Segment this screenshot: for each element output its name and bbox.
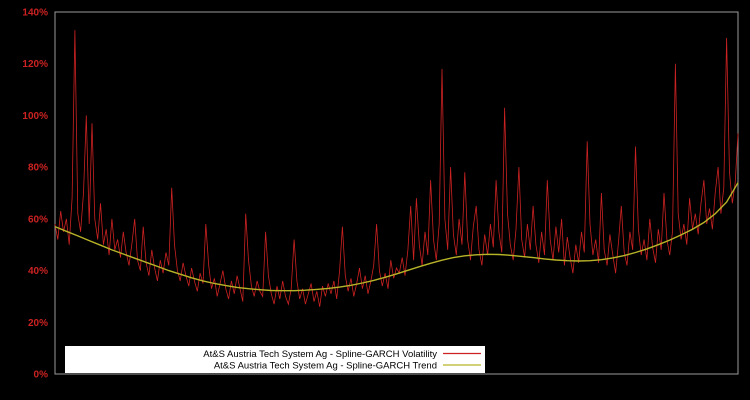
plot-frame — [54, 11, 739, 375]
trend-series-line — [54, 182, 739, 292]
legend: At&S Austria Tech System Ag - Spline-GAR… — [65, 346, 485, 373]
y-axis-tick-label: 80% — [28, 163, 48, 174]
y-axis: 0% 20% 40% 60% 80% 100% 120% 140% — [22, 8, 48, 381]
volatility-series-line — [54, 30, 739, 307]
y-axis-tick-label: 20% — [28, 318, 48, 329]
y-axis-tick-label: 60% — [28, 214, 48, 225]
legend-label-trend: At&S Austria Tech System Ag - Spline-GAR… — [214, 361, 437, 372]
y-axis-tick-label: 140% — [22, 8, 48, 19]
y-axis-tick-label: 0% — [34, 370, 49, 381]
legend-label-volatility: At&S Austria Tech System Ag - Spline-GAR… — [203, 349, 437, 360]
y-axis-tick-label: 40% — [28, 266, 48, 277]
y-axis-tick-label: 100% — [22, 111, 48, 122]
legend-box — [65, 346, 485, 373]
y-axis-tick-label: 120% — [22, 59, 48, 70]
